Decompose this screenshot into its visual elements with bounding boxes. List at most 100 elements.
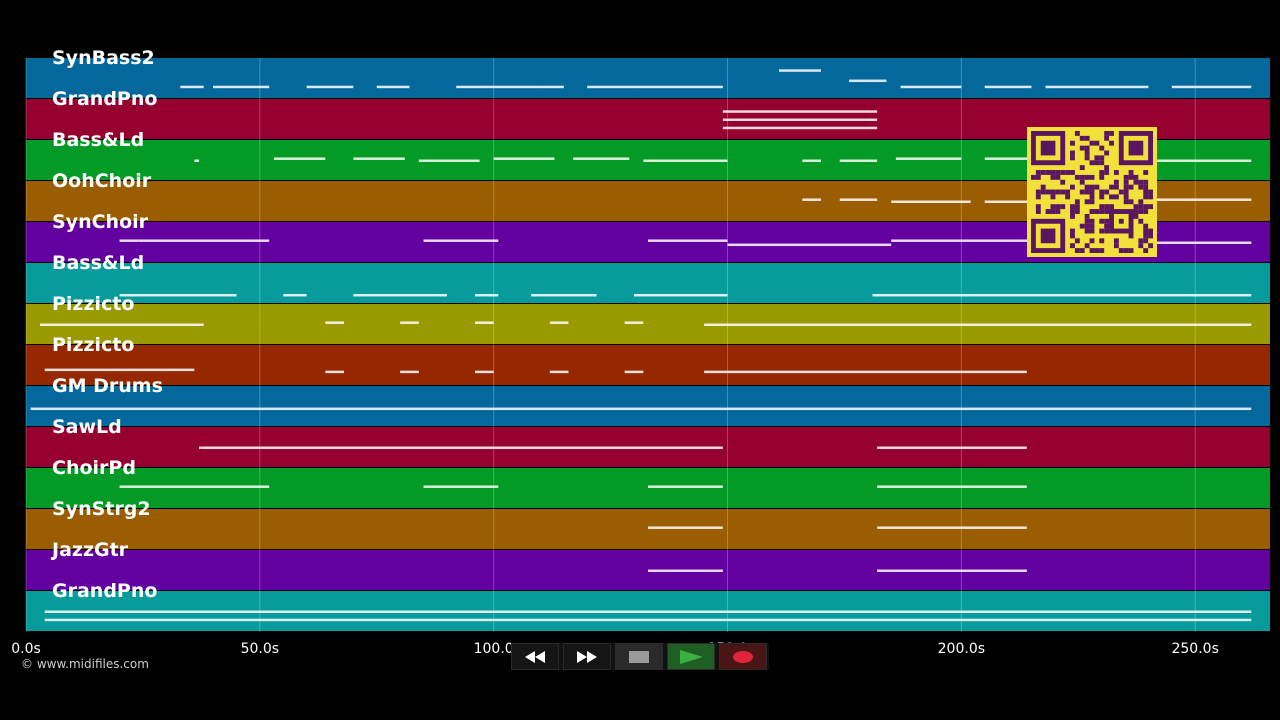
note-segment [474,321,494,324]
note-segment [587,85,634,89]
note-segment [648,239,728,242]
note-segment [877,446,1027,449]
note-segment [423,239,499,242]
credit-text: © www.midifiles.com [21,657,149,671]
note-segment [400,370,419,374]
track-label: OohChoir [52,170,152,192]
track-label: SynStrg2 [52,498,151,520]
play-icon [680,649,703,664]
track-lane [26,345,1270,385]
qr-code-pattern [1031,131,1153,253]
note-segment [418,159,480,162]
note-segment [44,368,195,372]
note-segment [376,85,410,89]
note-segment [891,200,971,203]
note-segment [1129,241,1252,244]
note-segment [648,485,723,488]
track-lane [26,263,1270,303]
track-label: Pizzicto [52,293,134,315]
rewind-button[interactable] [511,643,559,670]
note-segment [1045,85,1149,89]
track-lane [26,509,1270,549]
note-segment [353,293,447,297]
note-segment [138,239,270,242]
note-segment [540,85,564,89]
note-segment [877,485,1027,488]
tick-label: 50.0s [241,641,279,657]
track-label: SynChoir [52,211,149,233]
track-labels: SynBass2 GrandPno Bass&Ld OohChoir SynChoir B… [50,47,163,602]
note-segment [722,118,878,121]
note-segment [325,321,345,324]
note-segment [283,293,307,297]
note-segment [891,239,1111,242]
note-segment [778,69,822,72]
note-segment [353,157,405,160]
note-segment [119,293,237,297]
note-layer [30,69,1252,622]
note-segment [722,110,878,113]
note-segment [549,321,569,324]
rewind-icon [525,650,545,663]
time-grid [25,58,1196,632]
note-segment [400,321,419,324]
note-segment [325,370,345,374]
note-segment [722,126,878,130]
note-segment [624,321,644,324]
note-segment [900,85,962,89]
note-segment [493,157,555,160]
tick-label: 0.0s [11,641,41,657]
note-segment [30,407,1252,411]
note-segment [273,157,326,160]
note-segment [213,85,270,89]
note-segment [839,159,878,162]
note-segment [456,85,541,89]
track-label: Bass&Ld [52,252,144,274]
note-segment [895,157,962,160]
note-segment [1101,159,1252,162]
record-button[interactable] [719,643,767,670]
track-label: JazzGtr [50,539,129,561]
tick-label: 200.0s [938,641,985,657]
note-segment [531,293,597,297]
track-lane [26,58,1270,98]
tick-label: 100.0 [474,641,514,657]
track-label: ChoirPd [52,457,136,479]
track-lane [26,386,1270,426]
note-segment [643,159,728,162]
note-segment [549,370,569,374]
note-segment [194,159,200,162]
note-segment [573,157,630,160]
track-label: GrandPno [52,88,157,110]
qr-code [1027,127,1157,257]
note-segment [199,446,723,449]
track-label: SawLd [52,416,122,438]
track-label: GrandPno [52,580,157,602]
note-segment [802,198,822,201]
note-segment [423,485,499,488]
fast-forward-button[interactable] [563,643,611,670]
fast-forward-icon [577,650,597,663]
note-segment [119,239,139,242]
note-segment [624,370,644,374]
note-segment [877,569,1027,572]
note-segment [704,323,1252,326]
track-label: Bass&Ld [52,129,144,151]
note-segment [44,618,1252,622]
play-button[interactable] [667,643,715,670]
note-segment [727,243,892,247]
track-label: Pizzicto [52,334,134,356]
note-segment [648,569,723,572]
note-segment [648,526,723,529]
note-segment [119,485,270,488]
note-segment [839,198,878,201]
stop-button[interactable] [615,643,663,670]
note-segment [180,85,204,89]
note-segment [306,85,354,89]
track-label: SynBass2 [52,47,155,69]
note-segment [984,85,1032,89]
transport-controls [511,643,769,670]
note-segment [704,370,1027,374]
track-label: GM Drums [52,375,163,397]
